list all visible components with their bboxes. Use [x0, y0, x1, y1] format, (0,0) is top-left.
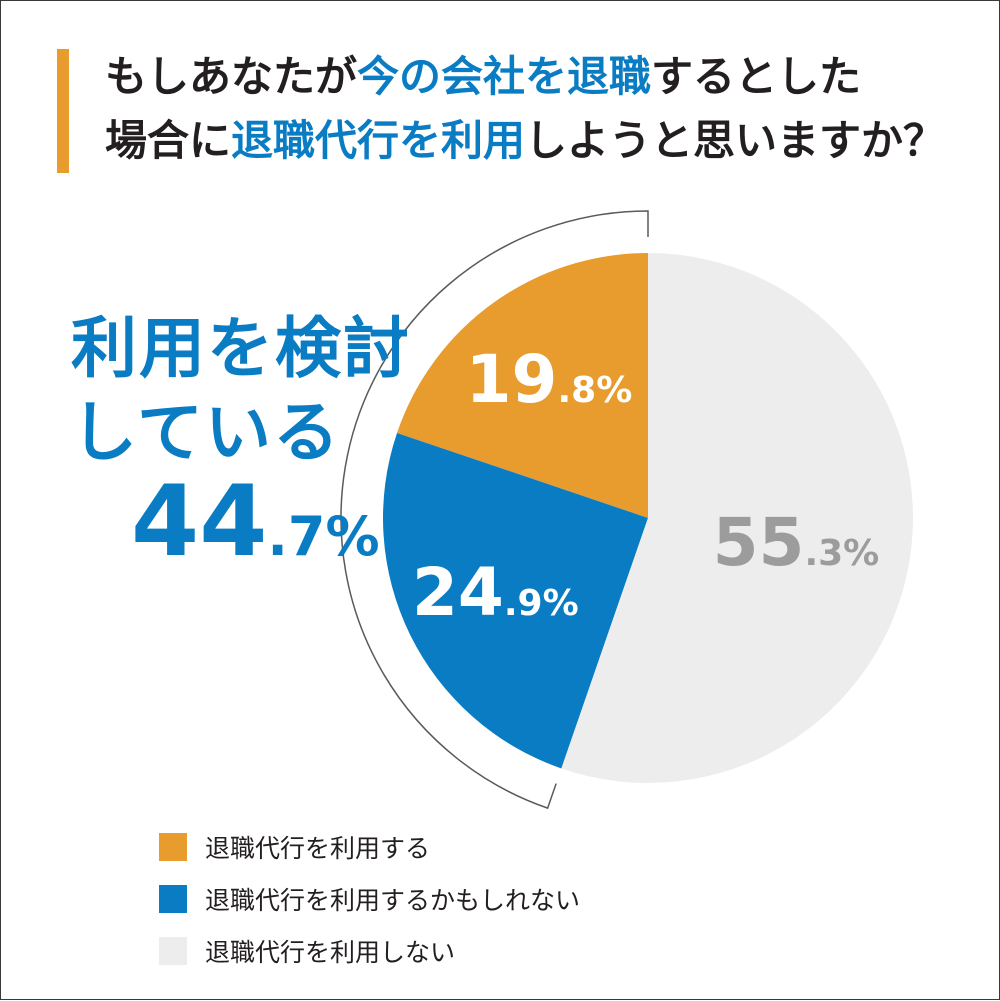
legend: 退職代行を利用する退職代行を利用するかもしれない 退職代行を利用しない: [159, 821, 580, 977]
pie-label-dec: .3%: [804, 533, 879, 574]
chart-title: もしあなたが今の会社を退職するとした 場合に退職代行を利用しようと思いますか？: [105, 45, 985, 173]
pie-label-dec: .9%: [504, 583, 579, 624]
title-line2-segment: 場合に: [105, 116, 232, 165]
pie-slices: [382, 253, 914, 783]
pie-slice-maybe: [382, 432, 648, 769]
callout-value-dec: .7%: [267, 505, 380, 568]
pie-slice-use: [397, 253, 648, 518]
legend-swatch: [159, 937, 187, 965]
title-line-2: 場合に退職代行を利用しようと思いますか？: [105, 109, 985, 173]
pie-label-int: 19: [466, 341, 558, 418]
pie-labels: 19.8% 24.9% 55.3%: [412, 341, 879, 631]
legend-item-maybe: 退職代行を利用するかもしれない: [159, 873, 580, 925]
title-line-1: もしあなたが今の会社を退職するとした: [105, 45, 985, 109]
title-accent-bar: [57, 49, 69, 173]
consider-bracket-line: [340, 210, 649, 810]
title-line1-segment: もしあなたが: [105, 52, 358, 101]
consider-callout: 利用を検討 している 44.7%: [71, 307, 411, 579]
pie-label-not-use: 55.3%: [713, 504, 880, 581]
consider-bracket: [340, 210, 649, 810]
pie-slice-not-use: [561, 253, 914, 783]
pie-label-use: 19.8%: [466, 341, 633, 418]
legend-label: 退職代行を利用するかもしれない: [205, 886, 581, 915]
callout-value-int: 44: [131, 465, 268, 579]
pie-label-dec: .8%: [557, 370, 632, 411]
legend-swatch: [159, 885, 187, 913]
legend-label: 退職代行を利用しない: [205, 938, 456, 967]
pie-label-maybe: 24.9%: [412, 554, 579, 631]
legend-swatch: [159, 833, 187, 861]
title-line2-segment: しようと思いますか？: [525, 116, 946, 165]
pie-label-int: 55: [713, 504, 805, 581]
title-line2-segment: 退職代行を利用: [231, 116, 526, 165]
pie-label-int: 24: [412, 554, 504, 631]
callout-line-2: している: [71, 394, 342, 471]
callout-value: 44.7%: [131, 465, 380, 579]
legend-item-use: 退職代行を利用する: [159, 821, 580, 873]
callout-line-1: 利用を検討: [71, 310, 411, 387]
title-line1-segment: 今の会社を退職: [357, 52, 652, 101]
legend-item-not-use: 退職代行を利用しない: [159, 925, 580, 977]
title-line1-segment: するとした: [651, 52, 862, 101]
legend-label: 退職代行を利用する: [205, 834, 431, 863]
